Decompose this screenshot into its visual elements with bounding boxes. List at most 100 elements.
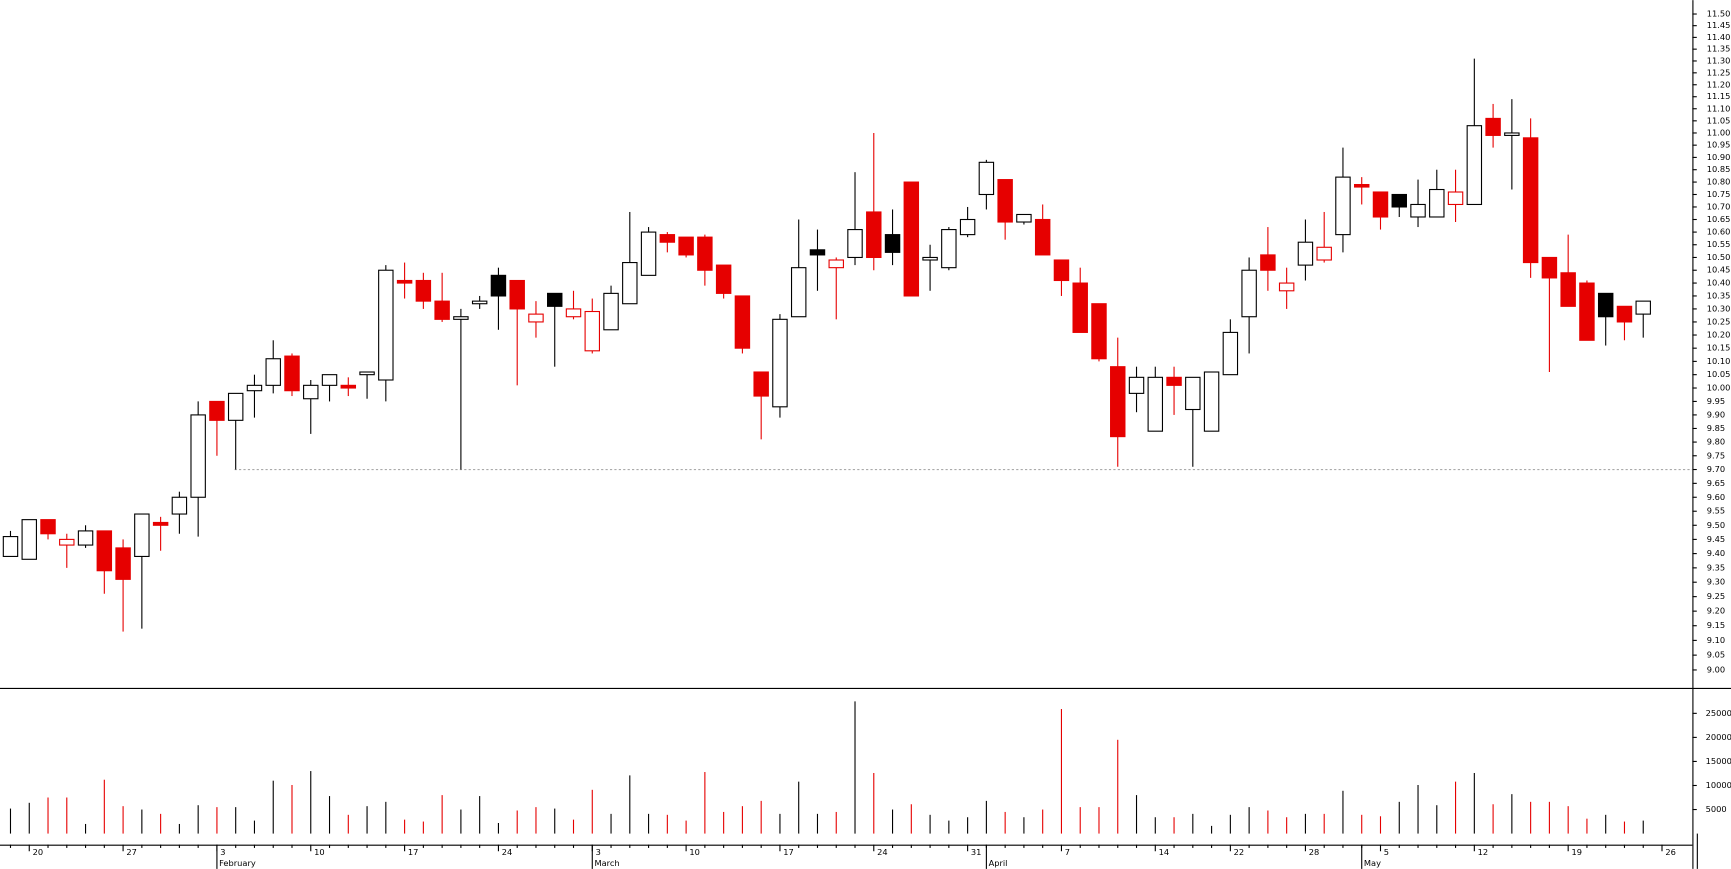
candle-body (903, 181, 920, 297)
y-tick-label: 9.30 (1707, 577, 1725, 587)
y-tick-label: 11.50 (1707, 9, 1731, 19)
candle-body (790, 267, 807, 318)
x-tick-label: 24 (877, 847, 888, 857)
y-tick-label: 10.00 (1707, 383, 1731, 393)
candle-body (1072, 282, 1088, 333)
candle-body (227, 392, 244, 421)
y-tick-label: 10.25 (1707, 316, 1731, 326)
candle-body (1166, 376, 1182, 386)
candle-body (1372, 191, 1389, 218)
candle-body (1128, 376, 1145, 394)
candle-body (1616, 305, 1633, 323)
candle-body (1447, 191, 1464, 206)
y-tick-label: 11.45 (1707, 20, 1731, 30)
candle-body (303, 384, 319, 400)
y-tick-label: 9.10 (1707, 635, 1725, 645)
x-tick-label: 20 (33, 847, 44, 857)
candle-body (678, 236, 694, 256)
y-tick-label: 10.65 (1707, 214, 1731, 224)
y-tick-label: 10.20 (1707, 330, 1731, 340)
candle-body (21, 519, 37, 560)
month-label: March (594, 858, 619, 868)
y-tick-label: 10.80 (1707, 177, 1731, 187)
y-tick-label: 9.50 (1707, 520, 1725, 530)
candle-body (1485, 117, 1501, 136)
candle-body (490, 274, 507, 297)
candle-body (1185, 376, 1201, 411)
candle-body (1541, 256, 1558, 279)
candle-body (1297, 241, 1314, 266)
candle-body (547, 292, 563, 307)
y-tick-label: 9.90 (1707, 409, 1725, 419)
candle-body (1429, 188, 1445, 218)
y-tick-label: 11.20 (1707, 79, 1731, 89)
candle-body (997, 179, 1013, 223)
y-tick-label: 10.05 (1707, 369, 1731, 379)
candle-body (1147, 376, 1164, 432)
x-tick-label: 31 (971, 847, 982, 857)
candle-body (640, 231, 657, 276)
candle-body (809, 249, 826, 256)
y-tick-label: 9.60 (1707, 492, 1725, 502)
x-tick-label: 7 (1065, 847, 1070, 857)
y-tick-label: 10.55 (1707, 239, 1731, 249)
candle-body (434, 300, 450, 320)
candle-body (1597, 292, 1614, 318)
y-tick-label: 10.35 (1707, 290, 1731, 300)
y-tick-label: 9.45 (1707, 534, 1725, 544)
x-tick-label: 22 (1234, 847, 1245, 857)
x-tick-label: 28 (1309, 847, 1320, 857)
y-tick-label: 9.95 (1707, 396, 1725, 406)
y-tick-label: 9.65 (1707, 478, 1725, 488)
candle-body (246, 384, 263, 392)
candle-body (77, 530, 94, 546)
candle-body (1560, 272, 1576, 307)
candle-body (978, 161, 995, 196)
x-tick-label: 14 (1159, 847, 1170, 857)
candle-body (1466, 125, 1483, 206)
candle-body (866, 211, 882, 259)
candle-body (359, 371, 375, 376)
candle-body (753, 371, 769, 397)
candle-body (734, 295, 751, 349)
candle-body (190, 414, 206, 498)
y-tick-label: 10.60 (1707, 227, 1731, 237)
candle-body (1203, 371, 1220, 432)
x-tick-label: 19 (1571, 847, 1582, 857)
y-tick-label: 9.85 (1707, 423, 1725, 433)
x-tick-label: 3 (596, 847, 601, 857)
x-tick-label: 10 (314, 847, 325, 857)
candle-body (528, 313, 544, 323)
candle-body (1522, 137, 1539, 264)
y-tick-label: 11.35 (1707, 44, 1731, 54)
candle-body (1579, 282, 1595, 341)
x-tick-label: 12 (1478, 847, 1489, 857)
x-tick-label: 26 (1665, 847, 1676, 857)
candle-body (171, 496, 188, 515)
y-tick-label: 11.25 (1707, 67, 1731, 77)
candle-body (96, 530, 113, 572)
candle-body (584, 310, 600, 352)
candle-body (1091, 303, 1107, 360)
candle-body (209, 400, 225, 421)
candle-body (1410, 203, 1426, 218)
candle-body (1316, 246, 1332, 261)
y-tick-label: 10.75 (1707, 189, 1731, 199)
candle-body (1504, 132, 1520, 136)
y-tick-label: 11.15 (1707, 91, 1731, 101)
candle-body (1260, 254, 1276, 271)
candle-body (321, 374, 338, 386)
y-tick-label: 11.30 (1707, 55, 1731, 65)
candle-body (340, 384, 357, 389)
y-tick-label: 11.00 (1707, 127, 1731, 137)
candle-body (152, 521, 169, 526)
y-tick-label: 9.15 (1707, 620, 1725, 630)
candle-body (509, 279, 525, 310)
candle-body (1241, 269, 1257, 318)
candle-body (115, 547, 131, 580)
x-tick-label: 17 (783, 847, 794, 857)
month-label: February (219, 858, 256, 868)
volume-tick-label: 25000 (1706, 708, 1731, 718)
candle-body (941, 229, 957, 269)
y-tick-label: 9.25 (1707, 591, 1725, 601)
